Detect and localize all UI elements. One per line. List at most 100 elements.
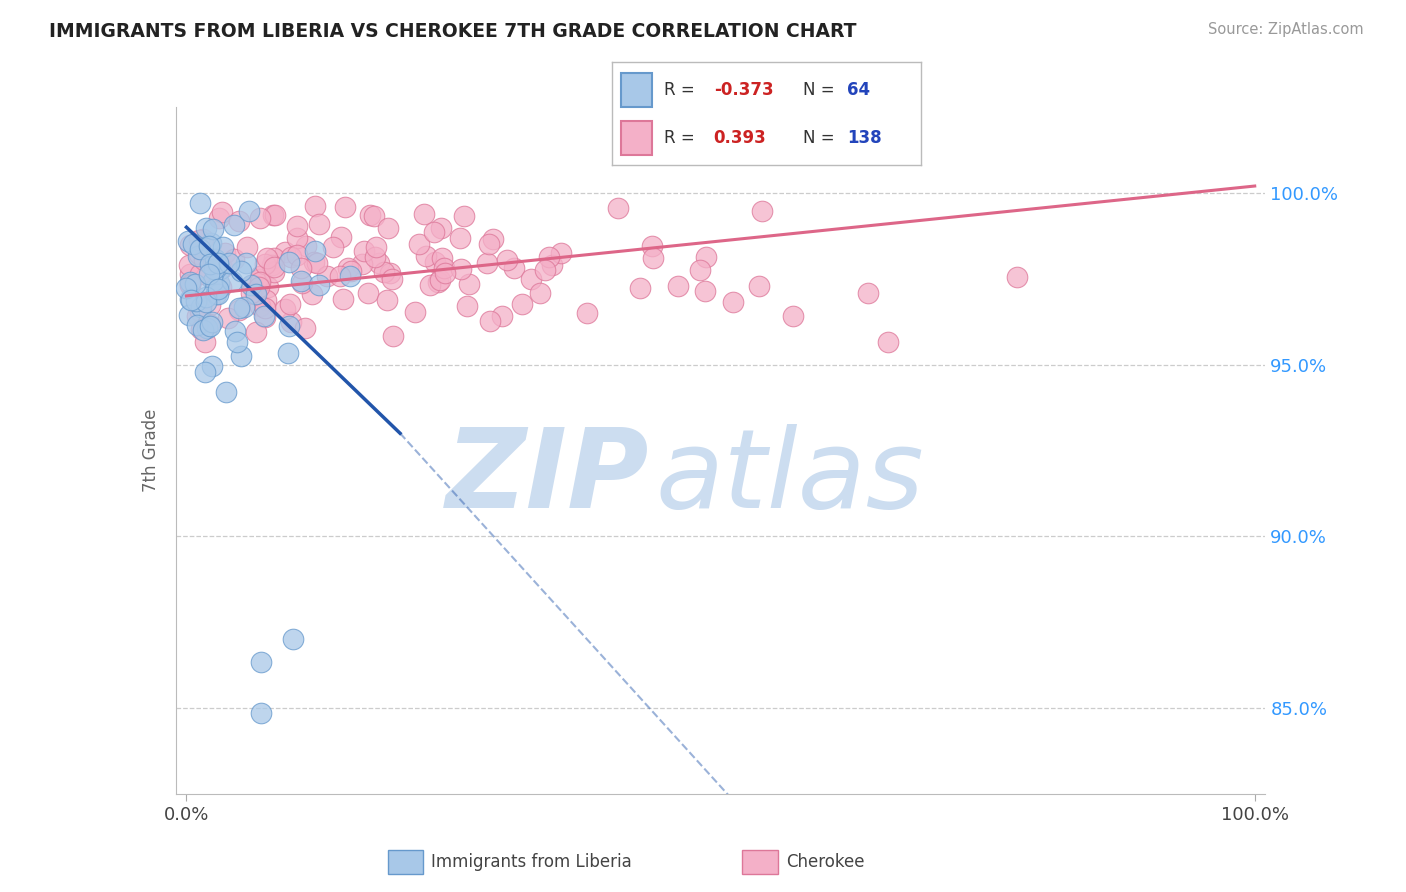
Point: [193, 232, 215, 246]
Text: N =: N =: [803, 80, 841, 99]
Text: IMMIGRANTS FROM LIBERIA VS CHEROKEE 7TH GRADE CORRELATION CHART: IMMIGRANTS FROM LIBERIA VS CHEROKEE 7TH …: [49, 22, 856, 41]
Point: [179, 268, 201, 282]
Point: [188, 195, 211, 210]
Point: [184, 277, 207, 292]
Point: [751, 204, 773, 219]
Point: [195, 320, 218, 334]
Point: [209, 261, 232, 276]
Point: [208, 276, 231, 290]
Point: [450, 261, 472, 276]
Point: [503, 260, 526, 275]
Point: [200, 298, 222, 312]
Point: [249, 275, 271, 289]
Point: [277, 345, 299, 359]
Point: [529, 286, 551, 301]
Point: [202, 275, 225, 289]
Point: [280, 251, 302, 265]
Point: [519, 272, 541, 286]
Point: [221, 274, 243, 288]
Point: [224, 324, 246, 338]
Point: [198, 318, 221, 333]
Point: [290, 274, 312, 288]
Point: [222, 218, 245, 232]
Point: [231, 349, 253, 363]
Point: [190, 301, 212, 315]
Point: [302, 255, 325, 269]
Point: [250, 706, 273, 721]
Point: [285, 231, 308, 245]
Point: [228, 303, 250, 318]
Point: [382, 329, 405, 343]
Point: [330, 229, 353, 244]
Point: [190, 322, 212, 336]
Text: R =: R =: [664, 128, 700, 147]
Point: [285, 248, 308, 262]
Text: R =: R =: [664, 80, 700, 99]
Point: [423, 255, 446, 269]
Point: [322, 239, 344, 253]
Point: [643, 251, 665, 265]
Point: [263, 252, 285, 266]
Point: [201, 359, 224, 373]
Point: [218, 256, 240, 270]
Point: [253, 257, 276, 271]
Point: [858, 286, 880, 301]
Point: [205, 281, 228, 295]
Point: [222, 252, 245, 266]
Point: [336, 261, 359, 276]
Point: [180, 293, 202, 308]
Point: [194, 365, 217, 379]
Point: [352, 257, 374, 271]
Point: [253, 310, 276, 324]
Point: [307, 256, 329, 270]
Point: [280, 315, 302, 329]
Point: [194, 221, 217, 235]
Point: [254, 293, 277, 307]
Point: [332, 293, 354, 307]
Point: [534, 263, 557, 277]
Text: 138: 138: [846, 128, 882, 147]
Point: [186, 293, 208, 308]
Point: [491, 309, 513, 323]
Point: [427, 275, 450, 289]
Point: [205, 287, 228, 301]
Point: [194, 335, 217, 350]
Text: N =: N =: [803, 128, 841, 147]
Point: [316, 268, 339, 283]
Point: [693, 284, 716, 298]
Point: [364, 250, 387, 264]
Point: [235, 255, 257, 269]
Point: [243, 285, 266, 300]
Point: [198, 318, 221, 332]
Point: [260, 258, 283, 272]
Point: [375, 293, 398, 307]
Text: 0.393: 0.393: [714, 128, 766, 147]
Point: [250, 655, 273, 669]
Point: [278, 318, 301, 333]
Point: [510, 297, 533, 311]
Point: [353, 244, 375, 259]
Point: [339, 269, 361, 284]
Point: [413, 207, 436, 221]
Point: [245, 325, 267, 339]
Point: [188, 242, 211, 256]
Point: [187, 233, 209, 247]
Point: [367, 256, 389, 270]
Point: [249, 211, 271, 225]
Point: [200, 235, 222, 250]
Point: [404, 305, 426, 319]
Text: atlas: atlas: [655, 425, 924, 532]
Point: [176, 281, 198, 295]
Point: [211, 240, 233, 254]
Point: [308, 217, 330, 231]
Point: [201, 252, 224, 266]
Point: [249, 299, 271, 313]
Point: [228, 214, 250, 228]
Point: [245, 287, 267, 301]
Point: [186, 318, 208, 332]
Point: [186, 309, 208, 323]
Point: [277, 254, 299, 268]
Point: [378, 266, 401, 280]
Point: [207, 282, 229, 296]
Point: [377, 221, 399, 235]
